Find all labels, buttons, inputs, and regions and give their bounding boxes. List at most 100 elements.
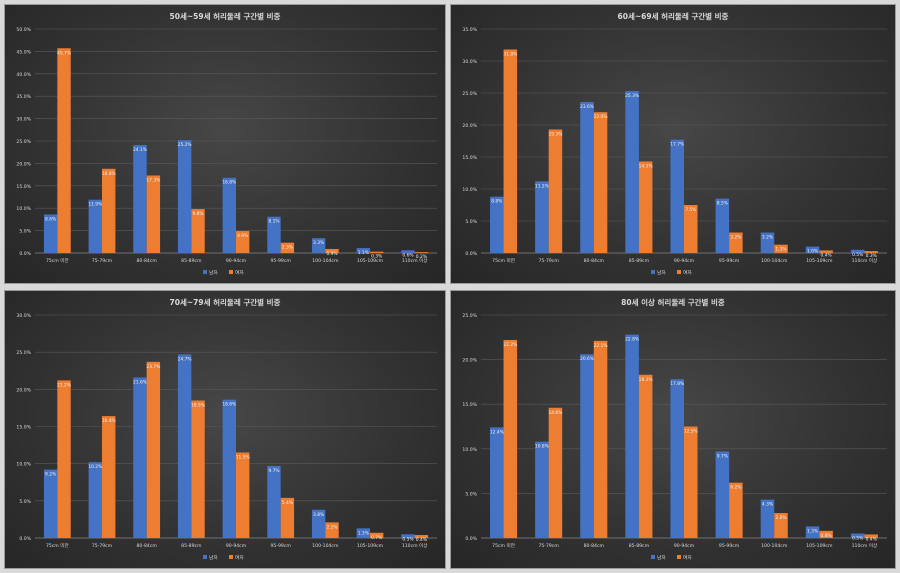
data-label: 1.3%: [358, 530, 369, 536]
data-label: 0.3%: [866, 253, 877, 259]
data-label: 0.6%: [402, 252, 413, 258]
data-label: 3.2%: [762, 235, 773, 241]
data-label: 10.2%: [88, 464, 102, 470]
data-label: 0.5%: [402, 536, 413, 542]
data-label: 17.3%: [146, 177, 160, 183]
bar-female: [774, 244, 788, 253]
data-label: 21.6%: [133, 379, 147, 385]
bar-female: [638, 374, 653, 538]
y-tick-label: 10.0%: [16, 206, 31, 212]
y-tick-label: 0.0%: [465, 536, 477, 542]
bar-female: [102, 168, 116, 253]
x-tick-label: 75cm 미만: [492, 257, 516, 264]
legend-swatch-female: [677, 555, 681, 559]
chart-panel-80s: 80세 이상 허리둘레 구간별 비중 0.0% 5.0% 10.0% 15.0% 20.0…: [450, 290, 896, 569]
bar-male: [222, 177, 236, 253]
data-label: 31.8%: [503, 51, 517, 57]
bar-female: [548, 407, 563, 538]
x-tick-label: 90-94cm: [226, 258, 247, 264]
bar-male: [490, 427, 504, 538]
data-label: 22.0%: [594, 114, 608, 120]
data-label: 12.5%: [684, 429, 698, 435]
legend-swatch-male: [203, 555, 207, 559]
bar-female: [146, 175, 161, 253]
data-label: 8.5%: [717, 201, 728, 207]
data-label: 17.8%: [670, 381, 684, 387]
data-label: 1.3%: [775, 247, 786, 253]
legend-label-male: 남자: [209, 554, 218, 561]
data-label: 0.5%: [852, 536, 863, 542]
bar-female: [819, 250, 833, 253]
bar-male: [715, 198, 730, 253]
bar-female: [370, 251, 384, 253]
x-tick-label: 110cm 이상: [852, 257, 878, 264]
bar-male: [670, 139, 684, 253]
data-label: 25.3%: [625, 93, 639, 99]
data-label: 9.8%: [192, 211, 203, 217]
bar-female: [593, 112, 608, 253]
y-tick-label: 45.0%: [16, 49, 31, 55]
data-label: 22.2%: [503, 342, 517, 348]
data-label: 18.6%: [222, 402, 236, 408]
data-label: 17.7%: [670, 142, 684, 148]
x-tick-label: 80-84cm: [136, 258, 157, 264]
y-tick-label: 0.0%: [19, 536, 31, 542]
x-tick-label: 85-89cm: [629, 543, 650, 549]
bar-female: [414, 252, 429, 253]
chart-svg: 60세~69세 허리둘레 구간별 비중 0.0% 5.0% 10.0% 15.0% 20.…: [462, 11, 887, 276]
bar-female: [684, 205, 698, 253]
data-label: 4.9%: [237, 233, 248, 239]
y-tick-label: 25.0%: [462, 313, 477, 319]
x-tick-label: 85-89cm: [181, 543, 202, 549]
data-label: 9.7%: [268, 468, 279, 474]
y-tick-label: 5.0%: [19, 229, 31, 235]
chart-svg: 80세 이상 허리둘레 구간별 비중 0.0% 5.0% 10.0% 15.0% 20.0…: [462, 297, 887, 561]
data-label: 8.8%: [491, 199, 502, 205]
x-tick-label: 100-104cm: [761, 258, 788, 264]
y-tick-label: 20.0%: [462, 358, 477, 364]
data-label: 3.3%: [313, 240, 324, 246]
x-tick-label: 80-84cm: [584, 543, 605, 549]
data-label: 1.1%: [358, 250, 369, 256]
x-tick-label: 100-104cm: [312, 258, 339, 264]
x-tick-label: 95-99cm: [719, 258, 740, 264]
data-label: 11.5%: [236, 455, 250, 461]
bar-male: [177, 140, 192, 253]
y-tick-label: 25.0%: [16, 139, 31, 145]
chart-panel-60s: 60세~69세 허리둘레 구간별 비중 0.0% 5.0% 10.0% 15.0% 20.…: [450, 4, 896, 284]
x-tick-label: 105-109cm: [357, 543, 384, 549]
y-tick-label: 30.0%: [462, 59, 477, 65]
bar-female: [57, 48, 71, 253]
x-tick-label: 75-79cm: [538, 258, 559, 264]
y-tick-label: 5.0%: [465, 491, 477, 497]
bar-male: [850, 249, 865, 253]
y-tick-label: 20.0%: [16, 387, 31, 393]
legend-label-female: 여자: [235, 269, 244, 276]
data-label: 14.6%: [548, 410, 562, 416]
x-tick-label: 95-99cm: [719, 543, 740, 549]
legend-label-female: 여자: [683, 554, 692, 561]
data-label: 25.2%: [178, 142, 192, 148]
y-tick-label: 15.0%: [16, 184, 31, 190]
data-label: 20.6%: [580, 356, 594, 362]
x-tick-label: 110cm 이상: [402, 257, 428, 264]
bar-male: [580, 354, 594, 538]
chart-svg: 50세~59세 허리둘레 구간별 비중 0.0% 5.0% 10.0% 15.0% 20.…: [16, 11, 437, 276]
legend-label-male: 남자: [209, 269, 218, 276]
bar-female: [548, 129, 563, 253]
bar-male: [805, 246, 820, 253]
legend-label-male: 남자: [657, 269, 666, 276]
data-label: 0.4%: [416, 537, 427, 543]
bar-female: [638, 161, 653, 253]
data-label: 16.8%: [222, 180, 236, 186]
bar-male: [356, 528, 370, 538]
x-tick-label: 75cm 미만: [46, 257, 70, 264]
bar-female: [236, 231, 250, 253]
data-label: 1.3%: [807, 528, 818, 534]
bar-female: [280, 242, 295, 253]
data-label: 0.5%: [852, 252, 863, 258]
data-label: 6.2%: [730, 485, 741, 491]
bar-female: [593, 340, 608, 538]
bar-female: [280, 497, 295, 538]
bar-female: [729, 232, 743, 253]
